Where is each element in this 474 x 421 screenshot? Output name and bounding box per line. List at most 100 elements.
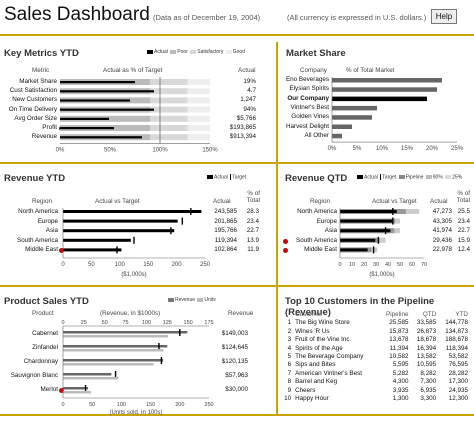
metric-actual: 94% [243, 105, 256, 113]
table-row: 3 Fruit of the Vine Inc. 13,678 18,678 188,6… [280, 336, 470, 344]
tick-label: 0% [328, 146, 337, 152]
region-pct: 23.4 [246, 217, 259, 225]
units-bar [63, 377, 119, 380]
top-customers-table: Customer Pipeline QTD YTD 1 The Big Wine Stor… [280, 311, 470, 403]
range-satisfactory [150, 88, 188, 95]
metric-actual: $5,766 [236, 114, 256, 122]
top-customers-title: Top 10 Customers in the Pipeline (Revenu… [285, 296, 435, 318]
revenue-qtd-legend: Actual Target Pipeline 90% 25% [356, 174, 462, 180]
table-cell: 4,300 [392, 378, 409, 386]
target-marker [190, 208, 192, 215]
company-label: All Other [304, 131, 330, 139]
tick-label: 100 [117, 402, 126, 408]
table-cell: 144,778 [445, 319, 468, 327]
target-marker [160, 357, 163, 364]
tick-label: 50% [104, 147, 117, 153]
key-metrics-legend: Actual Poor Satisfactory Good [146, 49, 245, 55]
actual-bar [340, 229, 391, 233]
region-actual: 22,978 [432, 246, 452, 254]
page-title: Sales Dashboard [4, 4, 150, 25]
target-marker [181, 217, 183, 225]
alert-indicator [59, 388, 64, 393]
tick-label: 10 [349, 262, 355, 268]
table-cell: 3,300 [420, 395, 437, 403]
tick-label: 40 [385, 262, 391, 268]
revenue-bar [63, 331, 188, 334]
actual-bar [340, 248, 368, 252]
table-row: 6 Sips and Bites 5,595 10,595 76,595 [280, 361, 470, 369]
company-label: Harvest Delight [285, 122, 329, 130]
alert-indicator [283, 238, 288, 244]
col-region: Region [310, 198, 330, 205]
tick-label: 50 [102, 320, 108, 326]
col-company: Company [300, 67, 327, 74]
region-pct: 13.9 [246, 236, 259, 244]
range-satisfactory [150, 97, 188, 104]
table-cell: 16,394 [416, 344, 437, 352]
metric-bar [60, 127, 114, 130]
table-cell: 28,282 [448, 369, 468, 377]
table-header: Customer Pipeline QTD YTD [280, 311, 470, 319]
company-label: Eno Beverages [285, 76, 329, 83]
product-label: Chardonnay [23, 358, 58, 365]
range-good [187, 125, 210, 131]
table-cell: 15,873 [389, 327, 409, 335]
table-cell: 12,300 [448, 395, 468, 403]
product-revenue: $124,645 [221, 344, 248, 351]
column-header: Customer [295, 311, 323, 318]
key-metrics-title: Key Metrics YTD [4, 48, 79, 59]
tick-label: 250 [204, 402, 213, 408]
table-cell: 8 [287, 378, 292, 386]
region-label: Asia [45, 227, 58, 235]
table-cell: 7 [287, 369, 292, 377]
target-marker [384, 227, 387, 235]
tick-label: 0 [338, 262, 341, 268]
product-label: Merlot [40, 386, 59, 393]
target-marker [158, 343, 160, 350]
range-good [187, 115, 210, 122]
table-cell: 17,300 [448, 378, 468, 386]
tick-label: 175 [204, 320, 213, 326]
table-cell: 9 [287, 386, 292, 394]
actual-bar [340, 238, 376, 242]
target-marker [377, 236, 380, 244]
share-bar [332, 96, 427, 102]
table-cell: 33,585 [416, 319, 437, 327]
table-cell: Barrel and Keg [295, 378, 338, 386]
table-cell: Wines 'R Us [295, 327, 330, 335]
tick-label: 0% [56, 147, 65, 153]
table-cell: Fruit of the Vine Inc. [295, 336, 352, 344]
revenue-bar [63, 373, 112, 376]
col-actual: Actual [213, 198, 231, 205]
region-actual: 195,766 [214, 227, 237, 235]
tick-label: 15% [401, 146, 414, 152]
target-marker [372, 246, 375, 254]
region-label: North America [297, 208, 337, 215]
metric-actual: 4.7 [247, 87, 256, 95]
column-header: YTD [455, 311, 468, 318]
panel-divider [0, 285, 276, 287]
product-label: Cabernet [32, 330, 58, 337]
metric-label: Market Share [19, 78, 57, 85]
table-cell: 10 [284, 395, 292, 403]
company-label: Golden Vines [291, 113, 329, 121]
table-cell: 5,282 [392, 369, 409, 377]
table-row: 5 The Beverage Company 10,582 13,582 53,582 [280, 353, 470, 361]
table-cell: 6,935 [420, 386, 437, 394]
help-button[interactable]: Help [431, 9, 457, 24]
panel-divider [278, 162, 474, 164]
tick-label: 0 [61, 402, 64, 408]
actual-bar [63, 238, 131, 242]
actual-bar [340, 210, 397, 213]
tick-label: 200 [175, 402, 184, 408]
panel-divider [0, 414, 474, 416]
region-pct: 22.7 [246, 227, 259, 235]
product-label: Sauvignon Blanc [10, 372, 58, 379]
table-cell: 3 [287, 336, 292, 344]
table-cell: 53,582 [448, 353, 468, 361]
table-cell: 7,300 [420, 378, 437, 386]
table-cell: 2 [287, 327, 292, 335]
region-pct: 23.4 [457, 217, 470, 225]
currency-note: (All currency is expressed in U.S. dolla… [287, 13, 427, 22]
col-region: Region [32, 198, 52, 205]
